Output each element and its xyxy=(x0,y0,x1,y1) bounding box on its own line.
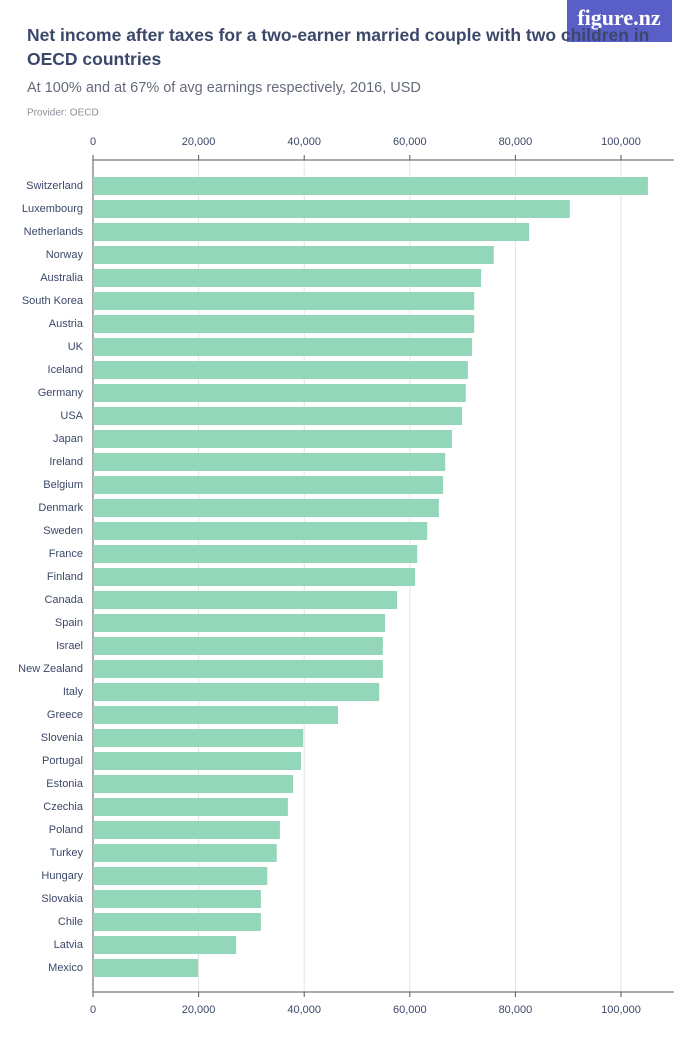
bar xyxy=(93,269,482,287)
y-tick-label: Switzerland xyxy=(26,180,83,192)
bar xyxy=(93,821,280,839)
y-tick-label: Iceland xyxy=(48,364,83,376)
bar xyxy=(93,936,237,954)
y-tick-label: Canada xyxy=(44,594,83,606)
y-tick-label: Poland xyxy=(49,824,83,836)
bar xyxy=(93,476,444,494)
y-tick-label: Germany xyxy=(38,387,84,399)
x-tick-label-bottom: 80,000 xyxy=(499,1004,533,1016)
y-tick-label: Israel xyxy=(56,640,83,652)
bar xyxy=(93,200,570,218)
bar xyxy=(93,775,294,793)
bar xyxy=(93,798,288,816)
bar xyxy=(93,338,473,356)
y-tick-label: USA xyxy=(60,410,83,422)
x-tick-label-top: 60,000 xyxy=(393,136,427,148)
bar xyxy=(93,844,277,862)
bar xyxy=(93,177,648,195)
x-tick-label-bottom: 0 xyxy=(90,1004,96,1016)
bar xyxy=(93,223,530,241)
x-tick-label-bottom: 100,000 xyxy=(601,1004,641,1016)
y-tick-label: Netherlands xyxy=(24,226,84,238)
chart-title: Net income after taxes for a two-earner … xyxy=(27,25,649,69)
y-tick-label: Austria xyxy=(49,318,84,330)
bar xyxy=(93,499,439,517)
bar xyxy=(93,637,383,655)
bar xyxy=(93,890,261,908)
x-tick-label-top: 0 xyxy=(90,136,96,148)
y-tick-label: Denmark xyxy=(38,502,83,514)
x-tick-label-bottom: 60,000 xyxy=(393,1004,427,1016)
bar xyxy=(93,959,199,977)
bar xyxy=(93,913,261,931)
y-tick-label: Czechia xyxy=(43,801,84,813)
bar xyxy=(93,614,385,632)
bar xyxy=(93,867,268,885)
y-tick-label: Italy xyxy=(63,686,84,698)
y-tick-label: Estonia xyxy=(46,778,84,790)
y-tick-label: France xyxy=(49,548,83,560)
bar xyxy=(93,683,380,701)
y-tick-label: Turkey xyxy=(50,847,84,859)
y-tick-label: Portugal xyxy=(42,755,83,767)
x-tick-label-top: 40,000 xyxy=(287,136,321,148)
y-tick-label: Japan xyxy=(53,433,83,445)
bar xyxy=(93,292,475,310)
logo-box[interactable] xyxy=(567,0,672,42)
y-tick-label: Chile xyxy=(58,916,83,928)
y-tick-label: Slovenia xyxy=(41,732,84,744)
bar xyxy=(93,361,468,379)
bar xyxy=(93,315,475,333)
bar xyxy=(93,246,494,264)
logo[interactable]: figure.nz xyxy=(577,5,661,30)
x-tick-label-top: 20,000 xyxy=(182,136,216,148)
y-tick-label: Ireland xyxy=(49,456,83,468)
bar xyxy=(93,384,466,402)
bar xyxy=(93,660,383,678)
bar xyxy=(93,430,453,448)
y-tick-label: Hungary xyxy=(41,870,83,882)
x-tick-label-bottom: 20,000 xyxy=(182,1004,216,1016)
bar xyxy=(93,729,304,747)
bar xyxy=(93,545,418,563)
source: Provider: OECD xyxy=(27,108,99,119)
bar xyxy=(93,752,302,770)
y-tick-label: Latvia xyxy=(54,939,84,951)
y-tick-label: South Korea xyxy=(22,295,84,307)
x-tick-label-top: 80,000 xyxy=(499,136,533,148)
bar xyxy=(93,522,428,540)
y-tick-label: UK xyxy=(68,341,84,353)
x-tick-label-bottom: 40,000 xyxy=(287,1004,321,1016)
y-tick-label: Slovakia xyxy=(41,893,83,905)
y-tick-label: Norway xyxy=(46,249,84,261)
y-tick-label: Greece xyxy=(47,709,83,721)
y-tick-label: Australia xyxy=(40,272,84,284)
bar xyxy=(93,407,463,425)
bar xyxy=(93,706,338,724)
bar xyxy=(93,453,446,471)
y-tick-label: Spain xyxy=(55,617,83,629)
y-tick-label: Luxembourg xyxy=(22,203,83,215)
y-tick-label: Sweden xyxy=(43,525,83,537)
bar xyxy=(93,591,398,609)
y-tick-label: Belgium xyxy=(43,479,83,491)
y-tick-label: Finland xyxy=(47,571,83,583)
chart-subtitle: At 100% and at 67% of avg earnings respe… xyxy=(27,80,421,96)
bar xyxy=(93,568,416,586)
y-tick-label: New Zealand xyxy=(18,663,83,675)
x-tick-label-top: 100,000 xyxy=(601,136,641,148)
y-tick-label: Mexico xyxy=(48,962,83,974)
